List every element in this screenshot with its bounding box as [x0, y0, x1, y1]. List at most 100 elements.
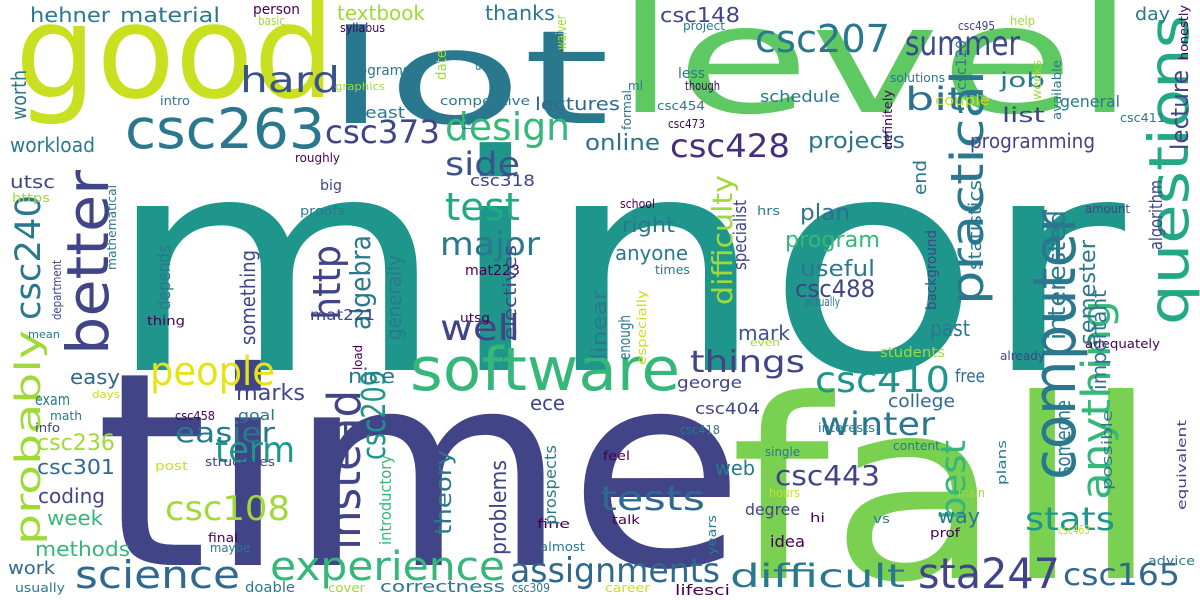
word: lifesci	[675, 583, 730, 599]
word: electives	[500, 245, 521, 340]
word: csc236	[37, 431, 115, 456]
word: csc411	[1120, 111, 1165, 125]
word: hehner	[30, 3, 111, 27]
word: students	[880, 345, 945, 361]
word: instead	[318, 390, 371, 550]
word: practical	[941, 70, 994, 305]
word: available	[1050, 60, 1064, 120]
word: http	[305, 245, 349, 320]
word: cover	[328, 581, 365, 595]
word: csc165	[1063, 558, 1180, 593]
word: math	[50, 409, 82, 423]
word: people	[150, 349, 275, 395]
word: utsc	[10, 172, 55, 193]
word: anyone	[615, 241, 688, 265]
word: single	[765, 445, 800, 459]
word: level	[615, 0, 1135, 148]
word: program	[785, 228, 880, 253]
word: easy	[70, 365, 120, 389]
word: hi	[810, 511, 825, 525]
word: time	[95, 314, 745, 600]
word: job	[999, 68, 1045, 92]
word: career	[605, 581, 650, 595]
word: prospects	[541, 445, 560, 525]
word: nice	[348, 364, 395, 388]
word: csc301	[37, 455, 115, 479]
word: structures	[205, 455, 275, 469]
word: tests	[600, 479, 705, 519]
word: especially	[635, 290, 649, 365]
word: assignments	[510, 551, 720, 591]
word: material	[120, 3, 220, 27]
word: list	[1002, 103, 1045, 127]
word: problems	[487, 460, 512, 555]
word: generally	[382, 255, 406, 340]
word: week	[47, 506, 103, 530]
word: well	[440, 308, 520, 349]
word: utsg	[460, 311, 490, 325]
word: formal	[620, 90, 634, 130]
word: someone	[1051, 400, 1075, 475]
word: projects	[808, 129, 905, 154]
word: summer	[905, 24, 1020, 64]
word: roughly	[295, 151, 340, 165]
word: main	[958, 486, 985, 500]
word: end	[910, 160, 931, 195]
word: textbook	[337, 1, 425, 25]
word: mark	[738, 321, 790, 345]
word: hard	[240, 60, 340, 101]
word: introductory	[376, 455, 395, 545]
word: csc443	[775, 459, 880, 492]
word: csc463	[1058, 523, 1090, 537]
word: mean	[28, 328, 60, 341]
word: programming	[970, 129, 1095, 153]
word: already	[1000, 349, 1045, 363]
word: mathematical	[105, 185, 119, 270]
word: csc404	[695, 399, 760, 418]
word: intro	[160, 94, 190, 108]
word: days	[92, 388, 120, 401]
word: useful	[800, 257, 875, 282]
word: graphics	[335, 80, 385, 93]
word: content	[893, 439, 940, 453]
word: easier	[175, 416, 276, 449]
word: csc488	[795, 275, 875, 303]
word: fall	[730, 346, 1160, 600]
word: competitive	[440, 94, 530, 108]
word: way	[938, 504, 980, 528]
word: basic	[258, 14, 285, 28]
word: couple	[935, 93, 990, 109]
word: theory	[432, 450, 457, 535]
word: least	[360, 103, 405, 122]
word: marks	[236, 381, 305, 406]
word: algorithm	[1146, 180, 1167, 250]
word: solutions	[890, 71, 945, 85]
word: csc108	[165, 489, 290, 529]
word: bit	[905, 80, 965, 118]
word: interested	[1043, 210, 1071, 340]
word: test	[445, 185, 520, 229]
word: good	[15, 0, 335, 128]
word: vs	[873, 512, 890, 526]
word: big	[320, 178, 342, 194]
word: final	[208, 531, 238, 545]
word: thanks	[485, 1, 555, 25]
word: info	[35, 421, 60, 435]
word: correctness	[380, 577, 505, 596]
word: statistics	[965, 180, 986, 270]
word: hrs	[757, 204, 780, 218]
word: utm	[475, 59, 495, 73]
word: major	[440, 225, 541, 263]
word: thing	[147, 314, 185, 328]
word: winter	[820, 405, 936, 443]
word: plan	[800, 201, 850, 226]
word: csc473	[668, 117, 705, 131]
word: advice	[1148, 554, 1195, 568]
word: though	[685, 79, 720, 93]
word: experience	[270, 544, 505, 590]
word: csc309	[512, 581, 550, 595]
word: csc428	[670, 127, 790, 165]
word: csc458	[175, 409, 215, 423]
